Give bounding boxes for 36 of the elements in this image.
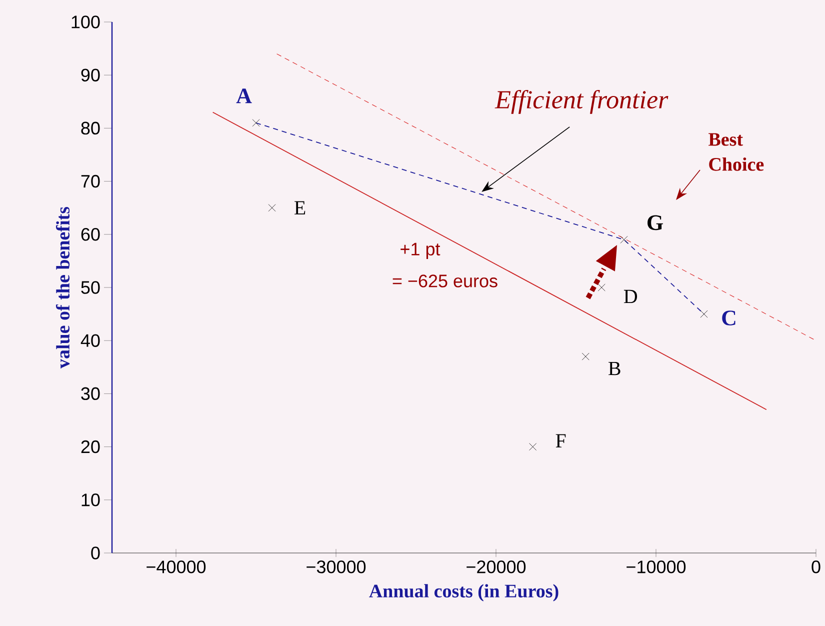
annotation: F <box>556 434 566 448</box>
annotation: A <box>236 88 252 104</box>
annotation: G <box>648 215 663 230</box>
y-tick-label: 0 <box>91 546 100 560</box>
point <box>529 443 537 451</box>
y-tick-label: 20 <box>81 440 100 454</box>
x-tick-label: −40000 <box>146 560 206 574</box>
y-tick-label: 100 <box>72 16 100 28</box>
point <box>598 284 606 292</box>
y-tick-label: 30 <box>81 387 100 400</box>
y-tick-label: 80 <box>81 122 100 135</box>
annotation: B <box>608 362 620 376</box>
x-tick-label: −20000 <box>466 560 526 574</box>
annotation: E <box>294 201 306 214</box>
annotation: = −625 euros <box>392 274 498 288</box>
y-tick-label: 50 <box>81 281 100 294</box>
point <box>620 236 628 244</box>
annotation: Best Choice <box>708 133 764 171</box>
x-tick-label: −30000 <box>306 560 366 574</box>
x-tick-label: −10000 <box>626 560 686 574</box>
point <box>268 204 276 212</box>
y-tick-label: 90 <box>81 68 100 82</box>
point <box>582 352 590 360</box>
annotation: +1 pt <box>400 242 440 260</box>
y-tick-label: 10 <box>82 494 100 506</box>
point <box>700 310 708 318</box>
x-tick-label: 0 <box>812 560 820 574</box>
y-tick-label: 40 <box>80 334 100 347</box>
y-tick-label: 70 <box>81 174 100 188</box>
annotation: Efficient frontier <box>494 90 668 114</box>
annotation: C <box>722 310 736 326</box>
x-axis-title: Annual costs (in Euros) <box>369 584 558 602</box>
y-axis-title: value of the benefits <box>56 206 70 368</box>
y-tick-label: 60 <box>81 228 100 241</box>
annotation: D <box>624 290 638 304</box>
point <box>252 119 260 127</box>
